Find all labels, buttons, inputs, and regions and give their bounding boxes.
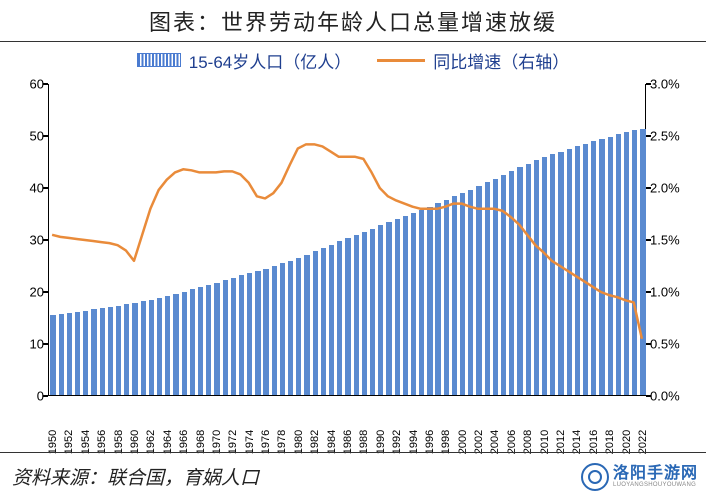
y-left-tick-label: 50 — [8, 129, 44, 144]
x-tick-label: 2010 — [539, 430, 551, 454]
x-tick-label: 1964 — [162, 430, 174, 454]
x-tick-label: 2020 — [621, 430, 633, 454]
x-tick-label: 2016 — [588, 430, 600, 454]
watermark-name: 洛阳手游网 — [613, 466, 698, 482]
x-tick-label: 2002 — [473, 430, 485, 454]
x-tick-label: 1952 — [63, 430, 75, 454]
legend-bars-swatch — [137, 53, 181, 67]
x-tick-label: 1960 — [129, 430, 141, 454]
chart-title: 图表：世界劳动年龄人口总量增速放缓 — [149, 5, 557, 37]
legend-bars: 15-64岁人口（亿人） — [137, 48, 351, 73]
x-tick-label: 1996 — [424, 430, 436, 454]
x-tick-label: 2012 — [555, 430, 567, 454]
legend-line: 同比增速（右轴） — [377, 48, 569, 73]
x-tick-label: 1956 — [96, 430, 108, 454]
x-tick-label: 1976 — [260, 430, 272, 454]
y-left-tick-label: 60 — [8, 77, 44, 92]
legend-line-swatch — [377, 59, 425, 62]
x-tick-label: 1950 — [47, 430, 59, 454]
footer: 资料来源：联合国，育娲人口 洛阳手游网 LUOYANGSHOUYOUWANG — [0, 452, 706, 500]
x-tick-label: 2018 — [604, 430, 616, 454]
x-tick-label: 1984 — [326, 430, 338, 454]
y-right-tick-label: 2.0% — [650, 181, 698, 196]
x-tick-label: 2008 — [522, 430, 534, 454]
watermark-url: LUOYANGSHOUYOUWANG — [613, 482, 698, 488]
legend-bars-label: 15-64岁人口（亿人） — [189, 48, 351, 73]
x-tick-label: 2022 — [637, 430, 649, 454]
legend: 15-64岁人口（亿人） 同比增速（右轴） — [0, 42, 706, 78]
source-text: 资料来源：联合国，育娲人口 — [12, 463, 259, 490]
y-right-tick-label: 0.0% — [650, 389, 698, 404]
x-tick-label: 1980 — [293, 430, 305, 454]
watermark-logo-icon — [581, 463, 609, 491]
x-tick-label: 1990 — [375, 430, 387, 454]
line-overlay — [8, 78, 698, 448]
watermark: 洛阳手游网 LUOYANGSHOUYOUWANG — [581, 463, 698, 491]
x-tick-label: 2006 — [506, 430, 518, 454]
y-left-tick-label: 0 — [8, 389, 44, 404]
y-right-tick-label: 1.0% — [650, 285, 698, 300]
x-tick-label: 1970 — [211, 430, 223, 454]
y-right-tick-label: 0.5% — [650, 337, 698, 352]
x-tick-label: 1998 — [440, 430, 452, 454]
x-tick-label: 1972 — [227, 430, 239, 454]
x-tick-label: 2000 — [457, 430, 469, 454]
y-right-tick-label: 3.0% — [650, 77, 698, 92]
x-tick-label: 1992 — [391, 430, 403, 454]
chart-title-bar: 图表：世界劳动年龄人口总量增速放缓 — [0, 0, 706, 42]
x-tick-label: 1988 — [358, 430, 370, 454]
y-left-tick-label: 30 — [8, 233, 44, 248]
x-tick-label: 1966 — [178, 430, 190, 454]
x-tick-label: 1994 — [408, 430, 420, 454]
x-tick-label: 1954 — [80, 430, 92, 454]
y-right-tick-label: 2.5% — [650, 129, 698, 144]
x-tick-label: 1974 — [244, 430, 256, 454]
y-right-tick-label: 1.5% — [650, 233, 698, 248]
x-tick-label: 2014 — [571, 430, 583, 454]
y-left-tick-label: 40 — [8, 181, 44, 196]
x-tick-label: 2004 — [489, 430, 501, 454]
y-left-tick-label: 20 — [8, 285, 44, 300]
legend-line-label: 同比增速（右轴） — [433, 48, 569, 73]
x-tick-label: 1958 — [113, 430, 125, 454]
x-tick-label: 1986 — [342, 430, 354, 454]
x-tick-label: 1968 — [195, 430, 207, 454]
x-tick-label: 1978 — [276, 430, 288, 454]
x-tick-label: 1982 — [309, 430, 321, 454]
growth-line — [52, 144, 642, 338]
x-tick-label: 1962 — [145, 430, 157, 454]
y-left-tick-label: 10 — [8, 337, 44, 352]
chart-area: 0 10 20 30 40 50 60 0.0% 0.5% 1.0% 1.5% 2.0% 2.5% 3.0… — [8, 78, 698, 448]
